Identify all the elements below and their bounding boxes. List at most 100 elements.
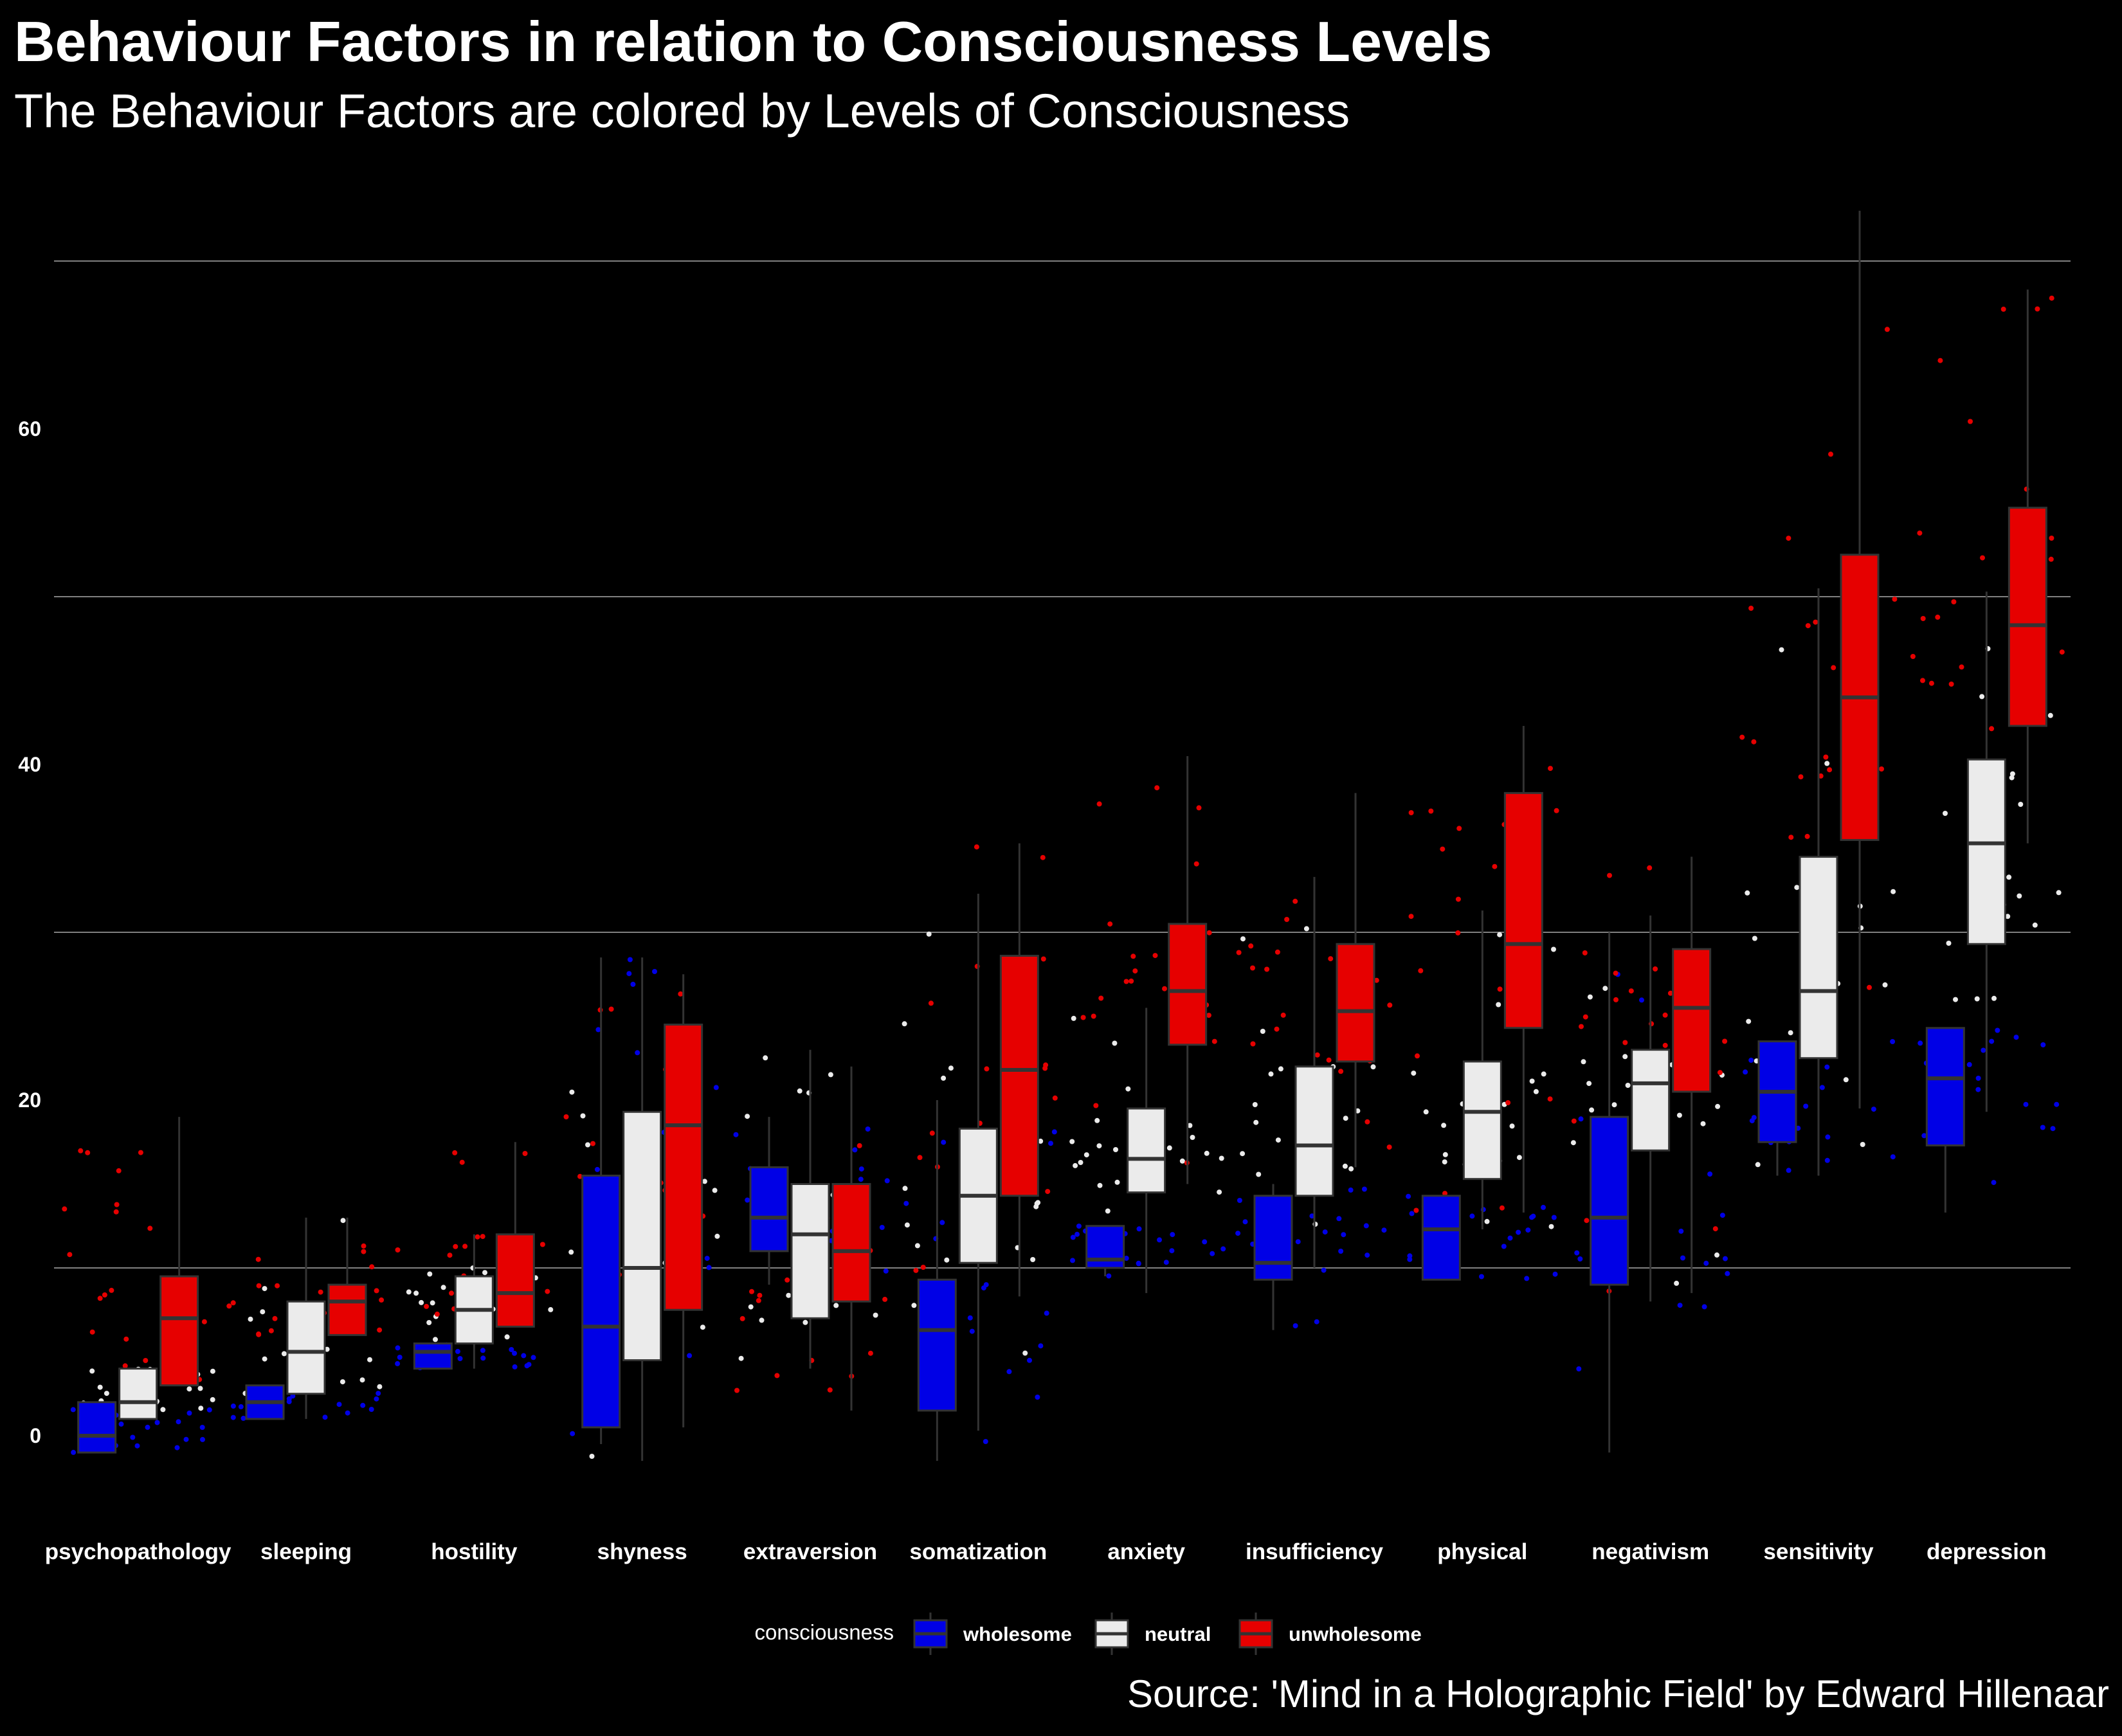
jitter-point: [585, 1142, 590, 1148]
jitter-point: [1918, 1040, 1923, 1046]
jitter-point: [757, 1292, 763, 1298]
jitter-point: [884, 1178, 890, 1184]
jitter-point: [1136, 1261, 1141, 1267]
jitter-point: [1042, 1065, 1048, 1071]
jitter-point: [1989, 726, 1995, 732]
jitter-point: [1374, 977, 1379, 983]
jitter-point: [1798, 774, 1804, 780]
jitter-point: [1469, 1213, 1475, 1219]
jitter-point: [1974, 996, 1980, 1002]
jitter-point: [928, 1000, 934, 1006]
jitter-point: [1073, 1162, 1078, 1168]
jitter-point: [852, 1147, 858, 1153]
jitter-point: [1415, 1053, 1420, 1059]
box-physical-unwholesome: [1503, 725, 1543, 1213]
jitter-point: [118, 1421, 124, 1427]
jitter-point: [1321, 1267, 1327, 1273]
jitter-point: [1752, 936, 1757, 941]
jitter-point: [447, 1252, 453, 1258]
jitter-point: [1275, 1137, 1281, 1143]
jitter-point: [1309, 1213, 1315, 1219]
jitter-point: [256, 1331, 262, 1337]
jitter-point: [563, 1114, 569, 1119]
jitter-point: [1250, 965, 1255, 971]
jitter-point: [1786, 536, 1791, 541]
jitter-point: [1094, 1117, 1100, 1123]
jitter-point: [1884, 327, 1890, 332]
jitter-point: [1707, 1171, 1713, 1177]
jitter-point: [545, 1288, 550, 1294]
jitter-point: [1035, 1200, 1041, 1206]
box-insufficiency-unwholesome: [1336, 793, 1375, 1168]
box-physical-wholesome: [1421, 1195, 1461, 1281]
jitter-point: [948, 1065, 954, 1071]
jitter-point: [369, 1264, 375, 1270]
box-sensitivity-wholesome: [1757, 1040, 1797, 1176]
jitter-point: [1991, 1180, 1997, 1186]
jitter-point: [226, 1303, 232, 1309]
jitter-point: [2040, 1125, 2045, 1130]
x-tick-somatization: somatization: [909, 1539, 1047, 1564]
jitter-point: [1169, 1248, 1175, 1254]
jitter-point: [413, 1290, 419, 1296]
jitter-point: [569, 1089, 575, 1095]
jitter-point: [1386, 1144, 1392, 1150]
box-somatization-wholesome: [917, 1100, 957, 1461]
jitter-point: [1280, 1012, 1286, 1018]
jitter-point: [1867, 984, 1872, 990]
jitter-point: [1703, 1260, 1709, 1266]
jitter-point: [1748, 606, 1754, 611]
jitter-point: [1338, 1069, 1344, 1074]
jitter-point: [1107, 921, 1113, 927]
jitter-point: [1804, 833, 1810, 839]
jitter-point: [1547, 1096, 1553, 1102]
jitter-point: [1507, 1235, 1513, 1241]
chart-subtitle: The Behaviour Factors are colored by Lev…: [14, 84, 1350, 138]
box-physical-neutral: [1462, 910, 1502, 1229]
box-somatization-unwholesome: [999, 843, 1039, 1297]
jitter-point: [130, 1434, 136, 1440]
jitter-point: [914, 1243, 920, 1249]
box-body: [664, 1024, 703, 1311]
jitter-point: [873, 1312, 878, 1318]
jitter-point: [2018, 802, 2024, 807]
jitter-point: [1040, 854, 1046, 860]
jitter-point: [1843, 1077, 1849, 1083]
box-hostility-neutral: [454, 1234, 494, 1369]
jitter-point: [522, 1151, 528, 1156]
jitter-point: [1586, 1081, 1592, 1087]
box-body: [1590, 1116, 1629, 1286]
jitter-point: [1751, 1115, 1757, 1121]
x-tick-sensitivity: sensitivity: [1763, 1539, 1874, 1564]
legend-label-wholesome: wholesome: [963, 1623, 1072, 1645]
box-hostility-wholesome: [413, 1342, 453, 1370]
box-extraversion-wholesome: [749, 1117, 789, 1285]
box-body: [1966, 758, 2006, 945]
jitter-point: [89, 1329, 95, 1335]
jitter-point: [367, 1357, 372, 1362]
jitter-point: [1788, 835, 1794, 840]
box-body: [1253, 1195, 1293, 1281]
jitter-point: [1196, 805, 1202, 811]
jitter-point: [635, 1050, 640, 1056]
jitter-point: [395, 1345, 401, 1351]
jitter-point: [745, 1197, 750, 1203]
jitter-point: [397, 1355, 403, 1360]
jitter-point: [210, 1368, 215, 1374]
jitter-point: [1989, 1038, 1995, 1044]
jitter-point: [1157, 1237, 1162, 1243]
jitter-point: [1622, 1054, 1628, 1060]
jitter-point: [2032, 922, 2038, 928]
jitter-point: [1497, 986, 1503, 992]
jitter-point: [1639, 997, 1644, 1003]
jitter-point: [929, 1130, 935, 1136]
legend-title: consciousness: [755, 1620, 894, 1644]
jitter-point: [1582, 1014, 1588, 1020]
y-tick-20: 20: [18, 1089, 41, 1112]
jitter-point: [858, 1177, 864, 1182]
jitter-point: [627, 957, 633, 963]
jitter-point: [1676, 1112, 1682, 1118]
jitter-point: [1813, 619, 1818, 625]
jitter-point: [1516, 1155, 1522, 1161]
jitter-point: [1882, 982, 1888, 988]
